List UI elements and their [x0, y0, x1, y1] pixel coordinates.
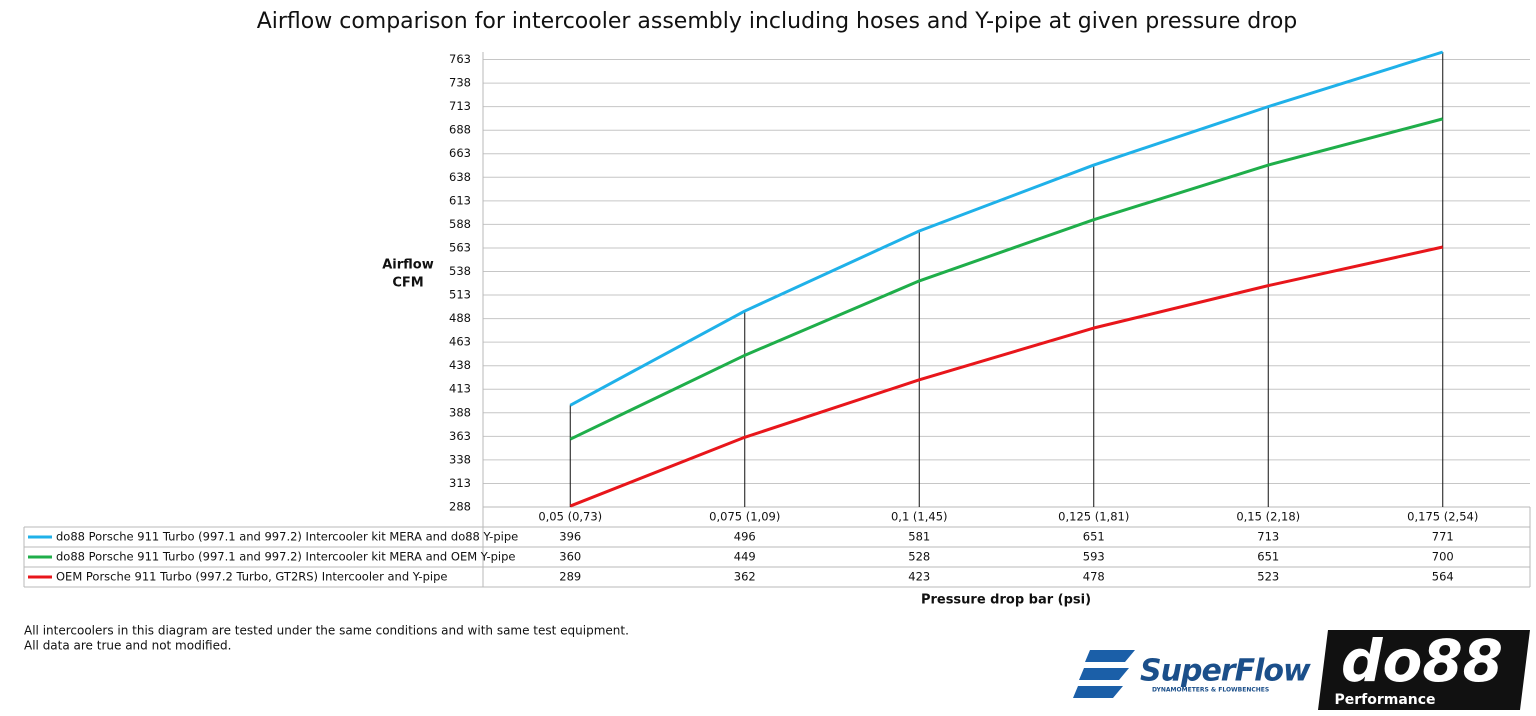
table-value: 581	[908, 530, 930, 544]
y-axis-label: Airflow	[382, 258, 434, 273]
y-tick-label: 388	[449, 405, 471, 419]
chart-title: Airflow comparison for intercooler assem…	[257, 9, 1298, 34]
y-tick-label: 763	[449, 52, 471, 66]
y-tick-label: 713	[449, 99, 471, 113]
series-line	[569, 117, 1444, 441]
table-value: 771	[1432, 530, 1454, 544]
do88-tagline: Performance	[1334, 692, 1435, 708]
table-value: 713	[1257, 530, 1279, 544]
table-value: 423	[908, 570, 930, 584]
table-value: 593	[1083, 550, 1105, 564]
y-tick-label: 663	[449, 146, 471, 160]
y-tick-label: 288	[449, 500, 471, 514]
y-tick-label: 513	[449, 288, 471, 302]
table-value: 449	[734, 550, 756, 564]
legend-label: do88 Porsche 911 Turbo (997.1 and 997.2)…	[56, 550, 515, 564]
table-value: 651	[1083, 530, 1105, 544]
table-value: 496	[734, 530, 756, 544]
x-tick-label: 0,175 (2,54)	[1407, 510, 1478, 524]
table-value: 564	[1432, 570, 1454, 584]
table-value: 523	[1257, 570, 1279, 584]
do88-box	[1318, 630, 1530, 710]
x-tick-label: 0,075 (1,09)	[709, 510, 780, 524]
note: All data are true and not modified.	[24, 639, 231, 653]
y-tick-label: 463	[449, 335, 471, 349]
legend-label: OEM Porsche 911 Turbo (997.2 Turbo, GT2R…	[56, 570, 447, 584]
x-tick-label: 0,1 (1,45)	[891, 510, 948, 524]
y-tick-label: 438	[449, 358, 471, 372]
y-tick-label: 538	[449, 264, 471, 278]
y-tick-label: 338	[449, 452, 471, 466]
x-tick-label: 0,05 (0,73)	[538, 510, 602, 524]
superflow-logo: SuperFlow DYNAMOMETERS & FLOWBENCHES	[1073, 650, 1312, 698]
table-value: 651	[1257, 550, 1279, 564]
legend-label: do88 Porsche 911 Turbo (997.1 and 997.2)…	[56, 530, 518, 544]
do88-text: do88	[1341, 627, 1503, 695]
table-value: 528	[908, 550, 930, 564]
y-tick-label: 488	[449, 311, 471, 325]
x-tick-label: 0,15 (2,18)	[1236, 510, 1300, 524]
y-tick-label: 738	[449, 76, 471, 90]
note: All intercoolers in this diagram are tes…	[24, 624, 629, 638]
y-tick-label: 313	[449, 476, 471, 490]
table-value: 396	[559, 530, 581, 544]
table-value: 289	[559, 570, 581, 584]
superflow-mark	[1073, 650, 1135, 698]
y-tick-label: 613	[449, 193, 471, 207]
table-value: 700	[1432, 550, 1454, 564]
y-tick-label: 638	[449, 170, 471, 184]
y-tick-label: 363	[449, 429, 471, 443]
series-line	[569, 245, 1444, 508]
y-tick-label: 413	[449, 382, 471, 396]
table-value: 362	[734, 570, 756, 584]
do88-logo: do88 Performance	[1318, 627, 1530, 710]
y-tick-label: 688	[449, 123, 471, 137]
superflow-tagline: DYNAMOMETERS & FLOWBENCHES	[1152, 687, 1269, 694]
table-value: 360	[559, 550, 581, 564]
series-line	[569, 50, 1444, 407]
y-tick-label: 588	[449, 217, 471, 231]
table-value: 478	[1083, 570, 1105, 584]
y-tick-label: 563	[449, 240, 471, 254]
x-axis-label: Pressure drop bar (psi)	[921, 593, 1091, 608]
superflow-text: SuperFlow	[1140, 654, 1311, 689]
x-tick-label: 0,125 (1,81)	[1058, 510, 1129, 524]
y-axis-label: CFM	[392, 276, 423, 291]
